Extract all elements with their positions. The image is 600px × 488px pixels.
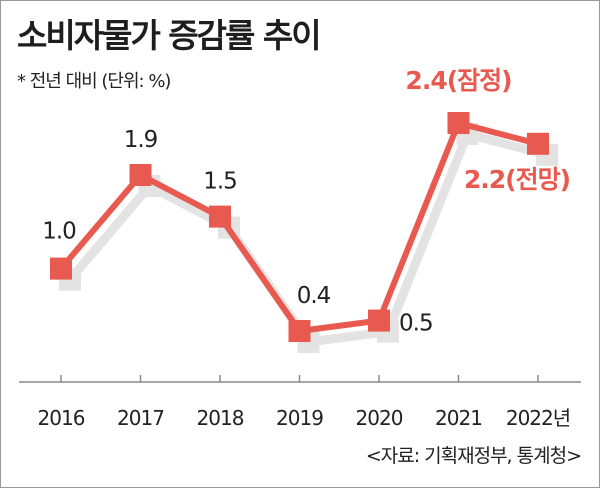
data-label: 2.2(전망) [464,165,570,194]
x-tick-label: 2020 [356,406,403,430]
data-marker [288,320,311,342]
data-label: 2.4(잠정) [405,66,511,95]
data-label: 1.5 [203,169,237,195]
x-tick-label: 2019 [276,406,323,430]
data-label: 1.0 [42,219,76,245]
source-note: <자료: 기획재정부, 통계청> [365,445,582,467]
data-label: 0.5 [399,311,433,337]
data-marker [447,112,470,134]
data-marker [50,257,72,280]
data-marker [129,164,152,186]
chart-subtitle: * 전년 대비 (단위: %) [17,71,171,92]
x-tick-label: 2018 [197,406,244,430]
x-tick-label: 2022년 [506,406,570,430]
data-marker [209,205,231,228]
x-tick-label: 2016 [38,406,85,430]
data-marker [368,309,390,332]
data-marker [527,132,549,155]
x-tick-label: 2021 [435,406,482,430]
data-label: 1.9 [124,127,158,153]
x-tick-label: 2017 [117,406,164,430]
chart-title: 소비자물가 증감률 추이 [17,16,322,55]
data-label: 0.4 [297,283,331,309]
